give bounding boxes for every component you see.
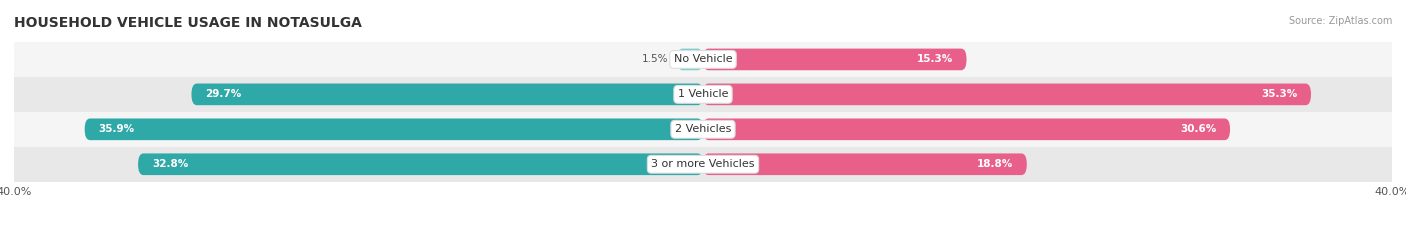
Text: Source: ZipAtlas.com: Source: ZipAtlas.com [1288,16,1392,26]
Legend: Owner-occupied, Renter-occupied: Owner-occupied, Renter-occupied [582,230,824,233]
Text: 1.5%: 1.5% [643,55,669,64]
FancyBboxPatch shape [84,118,703,140]
FancyBboxPatch shape [678,49,703,70]
FancyBboxPatch shape [703,154,1026,175]
Bar [14,112,1392,147]
Text: 1 Vehicle: 1 Vehicle [678,89,728,99]
Text: 30.6%: 30.6% [1180,124,1216,134]
Text: 3 or more Vehicles: 3 or more Vehicles [651,159,755,169]
Bar [14,147,1392,182]
Bar [14,77,1392,112]
Bar [14,42,1392,77]
FancyBboxPatch shape [138,154,703,175]
FancyBboxPatch shape [703,49,966,70]
Text: 2 Vehicles: 2 Vehicles [675,124,731,134]
FancyBboxPatch shape [191,84,703,105]
Text: 32.8%: 32.8% [152,159,188,169]
Text: 35.3%: 35.3% [1261,89,1298,99]
FancyBboxPatch shape [703,84,1310,105]
Text: 35.9%: 35.9% [98,124,135,134]
Text: HOUSEHOLD VEHICLE USAGE IN NOTASULGA: HOUSEHOLD VEHICLE USAGE IN NOTASULGA [14,16,361,30]
FancyBboxPatch shape [703,118,1230,140]
Text: No Vehicle: No Vehicle [673,55,733,64]
Text: 18.8%: 18.8% [977,159,1012,169]
Text: 15.3%: 15.3% [917,55,953,64]
Text: 29.7%: 29.7% [205,89,242,99]
